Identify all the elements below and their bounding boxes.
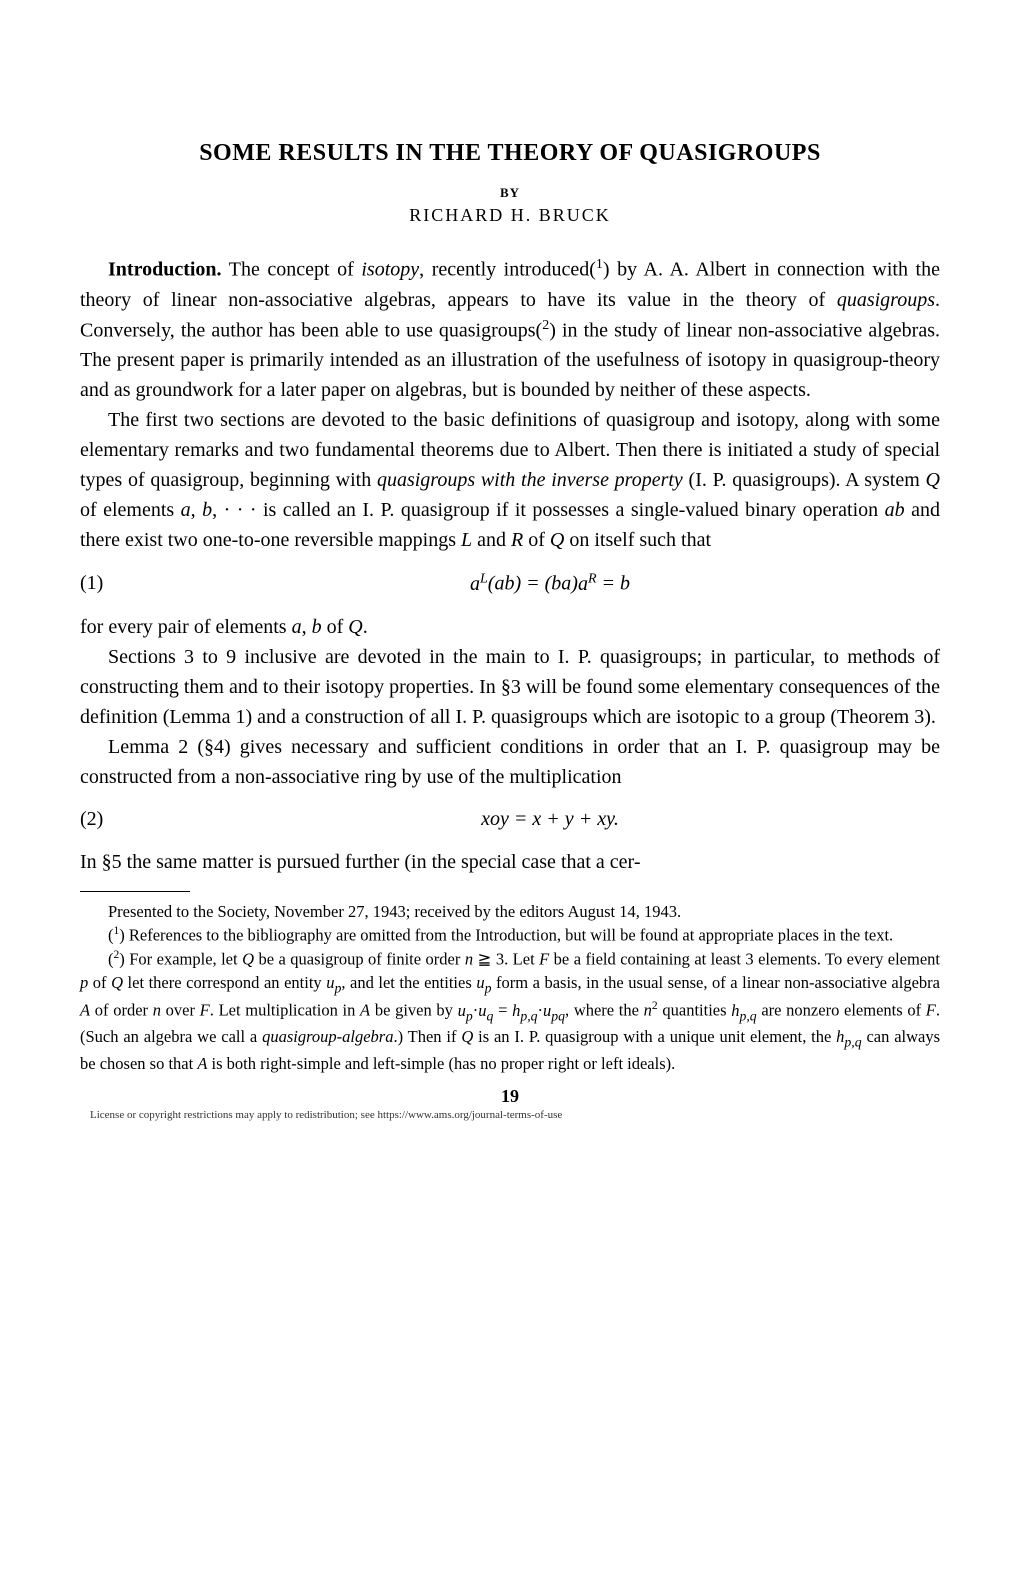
equation-2: (2) xoy = x + y + xy. bbox=[80, 808, 940, 831]
paragraph-5: Lemma 2 (§4) gives necessary and suffici… bbox=[80, 732, 940, 792]
footnote-2: (2) For example, let Q be a quasigroup o… bbox=[80, 947, 940, 1075]
equation-2-body: xoy = x + y + xy. bbox=[160, 808, 940, 831]
paragraph-2: The first two sections are devoted to th… bbox=[80, 405, 940, 555]
license-notice: License or copyright restrictions may ap… bbox=[80, 1109, 940, 1121]
author-name: RICHARD H. BRUCK bbox=[80, 205, 940, 226]
paper-title: SOME RESULTS IN THE THEORY OF QUASIGROUP… bbox=[80, 140, 940, 167]
paragraph-3: for every pair of elements a, b of Q. bbox=[80, 612, 940, 642]
paragraph-6: In §5 the same matter is pursued further… bbox=[80, 847, 940, 877]
intro-paragraph: Introduction. The concept of isotopy, re… bbox=[80, 254, 940, 405]
equation-1-body: aL(ab) = (ba)aR = b bbox=[160, 571, 940, 596]
footnote-separator bbox=[80, 891, 190, 892]
document-page: SOME RESULTS IN THE THEORY OF QUASIGROUP… bbox=[0, 0, 1020, 1161]
footnote-1: (1) References to the bibliography are o… bbox=[80, 923, 940, 947]
paragraph-4: Sections 3 to 9 inclusive are devoted in… bbox=[80, 642, 940, 732]
byline: BY bbox=[80, 185, 940, 201]
page-number: 19 bbox=[80, 1086, 940, 1107]
equation-2-number: (2) bbox=[80, 808, 160, 831]
footnote-presented: Presented to the Society, November 27, 1… bbox=[80, 900, 940, 923]
equation-1-number: (1) bbox=[80, 572, 160, 595]
equation-1: (1) aL(ab) = (ba)aR = b bbox=[80, 571, 940, 596]
